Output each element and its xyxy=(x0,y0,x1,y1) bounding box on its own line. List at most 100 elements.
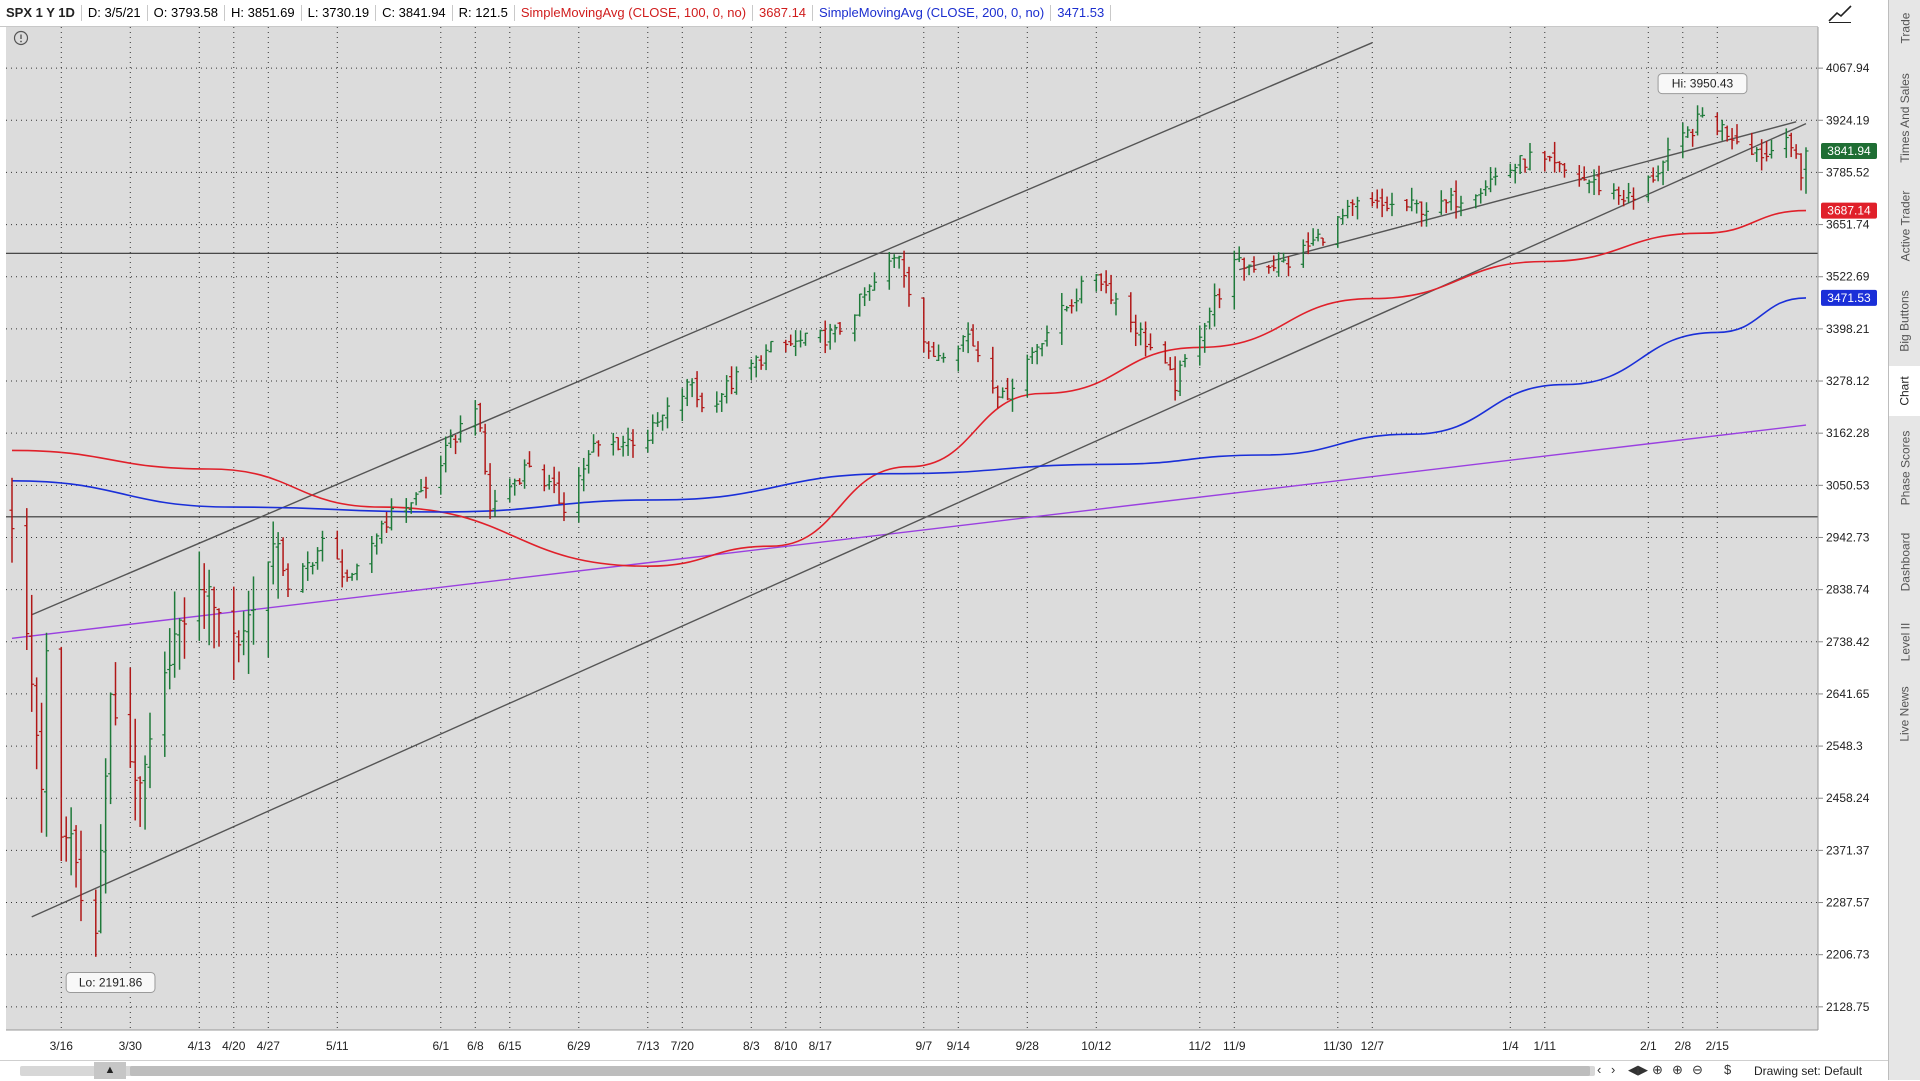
ohlc-bar xyxy=(941,352,946,363)
ohlc-bar xyxy=(891,254,897,268)
scroll-left-icon[interactable]: ‹ xyxy=(1597,1062,1602,1077)
ohlc-bar xyxy=(581,457,587,492)
ohlc-bar xyxy=(586,450,592,474)
ohlc-bar xyxy=(1562,162,1567,178)
date-label: 9/28 xyxy=(1016,1039,1040,1053)
ohlc-bar xyxy=(522,459,528,489)
ohlc-bar xyxy=(990,346,996,394)
ohlc-bar xyxy=(921,297,927,353)
sma100-badge: 3687.14 xyxy=(1827,204,1871,218)
tab-big-buttons[interactable]: Big Buttons xyxy=(1898,290,1912,352)
price-tick-label: 2738.42 xyxy=(1826,635,1870,649)
pan-icon[interactable]: ◀▶ xyxy=(1628,1062,1648,1077)
ohlc-bar xyxy=(1729,128,1735,150)
zoom-in-icon[interactable]: ⊕ xyxy=(1672,1062,1683,1077)
scrollbar-thumb[interactable] xyxy=(130,1066,1590,1076)
ohlc-bar xyxy=(556,471,562,505)
ohlc-bar xyxy=(147,712,153,789)
price-tick-label: 2371.37 xyxy=(1826,843,1870,857)
ohlc-bar xyxy=(251,576,256,645)
tab-trade[interactable]: Trade xyxy=(1898,12,1912,44)
ohlc-bar xyxy=(1266,264,1272,274)
ohlc-bar xyxy=(1133,314,1139,347)
ohlc-bar xyxy=(1803,147,1809,194)
sma200-study-label[interactable]: SimpleMovingAvg (CLOSE, 200, 0, no) xyxy=(813,5,1052,21)
ohlc-bar xyxy=(1276,252,1282,277)
tab-live-news[interactable]: Live News xyxy=(1898,686,1913,742)
ohlc-bar xyxy=(310,562,316,575)
time-axis[interactable]: 3/16 3/30 4/13 4/20 4/27 5/11 6/1 6/8 6/15 6/29 7/… xyxy=(0,1029,1818,1053)
ohlc-bar xyxy=(546,474,552,490)
last-price-badge-bg xyxy=(1821,142,1877,159)
ohlc-bar xyxy=(1005,377,1011,401)
ohlc-bar xyxy=(1512,163,1518,184)
ohlc-bar xyxy=(753,355,759,378)
drawing-tool-icon[interactable] xyxy=(1826,2,1854,24)
ohlc-bar xyxy=(527,451,532,468)
ohlc-bar xyxy=(1493,167,1498,186)
date-label: 9/14 xyxy=(947,1039,971,1053)
ohlc-bar xyxy=(1724,125,1730,142)
date-label: 6/29 xyxy=(567,1039,591,1053)
tab-level-ii[interactable]: Level II xyxy=(1898,622,1913,662)
ohlc-bar xyxy=(960,335,966,352)
date-label: 3/30 xyxy=(119,1039,143,1053)
ohlc-bar xyxy=(315,547,321,570)
ohlc-bar xyxy=(1596,165,1602,196)
price-axis[interactable]: 4067.94 3924.19 3785.52 3651.74 3522.69 3398.… xyxy=(1817,27,1877,1030)
sma200-badge: 3471.53 xyxy=(1827,291,1871,305)
ohlc-bar xyxy=(1128,292,1134,333)
info-icon[interactable] xyxy=(13,30,29,46)
price-axis-icon[interactable]: $ xyxy=(1724,1062,1732,1077)
tab-phase-scores[interactable]: Phase Scores xyxy=(1898,430,1912,506)
ohlc-bar xyxy=(1547,155,1553,162)
drawing-set-label[interactable]: Drawing set: Default xyxy=(1754,1064,1863,1078)
zoom-out-icon[interactable]: ⊖ xyxy=(1692,1062,1703,1077)
tab-dashboard[interactable]: Dashboard xyxy=(1898,532,1912,592)
ohlc-bar xyxy=(763,344,769,371)
ohlc-bar xyxy=(1438,190,1444,215)
ohlc-bar xyxy=(783,339,789,353)
open-label: O: 3793.58 xyxy=(148,5,225,21)
ohlc-bar xyxy=(206,569,212,646)
tab-chart[interactable]: Chart xyxy=(1889,366,1920,416)
ohlc-bar xyxy=(1488,167,1494,193)
ohlc-bar xyxy=(453,434,459,455)
ohlc-bar xyxy=(1182,354,1188,368)
date-label: 8/17 xyxy=(809,1039,833,1053)
ohlc-bar xyxy=(98,824,104,934)
scroll-right-icon[interactable]: › xyxy=(1611,1062,1616,1077)
sma100-study-label[interactable]: SimpleMovingAvg (CLOSE, 100, 0, no) xyxy=(515,5,754,21)
ohlc-bar xyxy=(793,330,799,357)
ohlc-bar xyxy=(995,385,1001,409)
date-label: 5/11 xyxy=(326,1039,349,1053)
price-tick-label: 2838.74 xyxy=(1826,583,1870,597)
ohlc-bar xyxy=(1389,192,1395,217)
ohlc-bar xyxy=(1177,360,1183,396)
symbol-label[interactable]: SPX 1 Y 1D xyxy=(0,5,82,21)
price-tick-label: 3162.28 xyxy=(1826,426,1870,440)
tab-times-and-sales[interactable]: Times And Sales xyxy=(1898,72,1913,163)
crosshair-icon[interactable]: ⊕ xyxy=(1652,1062,1663,1077)
date-label: 7/13 xyxy=(636,1039,660,1053)
ohlc-bar xyxy=(167,628,173,690)
ohlc-bar xyxy=(58,646,64,862)
lo-label-box xyxy=(65,971,156,993)
ohlc-bar xyxy=(1626,182,1632,203)
price-chart[interactable]: 4067.94 3924.19 3785.52 3651.74 3522.69 3398.… xyxy=(0,27,1888,1060)
ohlc-bar xyxy=(965,322,971,354)
ohlc-bar xyxy=(1069,299,1075,314)
ohlc-bar xyxy=(862,287,868,307)
ohlc-bar xyxy=(369,536,375,573)
ohlc-bar xyxy=(1409,187,1415,212)
ohlc-bar xyxy=(1172,356,1178,401)
tab-active-trader[interactable]: Active Trader xyxy=(1898,190,1913,262)
ohlc-bar xyxy=(1414,199,1420,214)
price-tick-label: 3651.74 xyxy=(1826,218,1870,232)
scroll-home-icon[interactable]: ▲ xyxy=(94,1062,126,1079)
low-label: L: 3730.19 xyxy=(302,5,377,21)
ohlc-bar xyxy=(788,334,794,347)
date-label: 4/13 xyxy=(188,1039,212,1053)
price-tick-label: 3924.19 xyxy=(1826,113,1870,127)
sma200-badge-bg xyxy=(1821,289,1877,306)
